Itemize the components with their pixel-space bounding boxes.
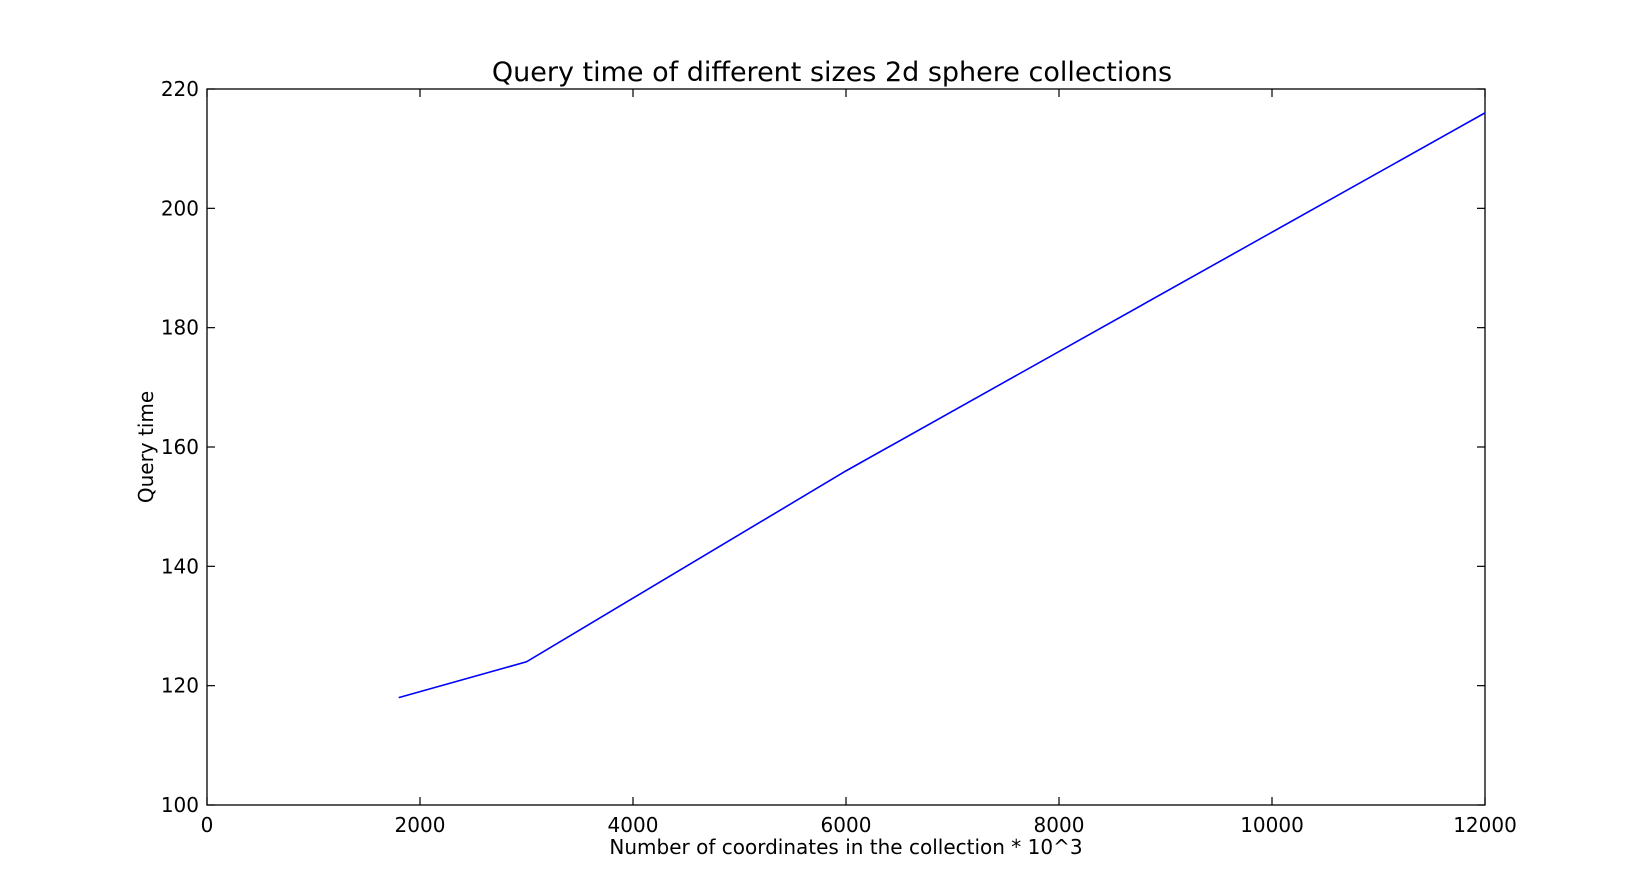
x-tick-label: 4000 (608, 813, 659, 837)
x-tick-label: 6000 (821, 813, 872, 837)
x-tick-labels: 0 2000 4000 6000 8000 10000 12000 (201, 813, 1517, 837)
chart-title: Query time of different sizes 2d sphere … (492, 57, 1172, 88)
x-axis-label: Number of coordinates in the collection … (609, 835, 1082, 859)
series-layer (398, 112, 1486, 699)
y-tick-label: 120 (161, 674, 199, 698)
y-tick-label: 100 (161, 793, 199, 817)
series-line (398, 112, 1486, 699)
axis-ticks (206, 88, 1486, 806)
y-tick-labels: 100 120 140 160 180 200 220 (161, 77, 199, 817)
y-tick-label: 180 (161, 316, 199, 340)
y-axis-label: Query time (134, 391, 158, 503)
x-tick-label: 2000 (395, 813, 446, 837)
y-tick-label: 160 (161, 435, 199, 459)
y-tick-label: 220 (161, 77, 199, 101)
x-tick-label: 10000 (1240, 813, 1304, 837)
x-tick-label: 8000 (1034, 813, 1085, 837)
x-tick-label: 0 (201, 813, 214, 837)
y-tick-label: 200 (161, 196, 199, 220)
x-tick-label: 12000 (1453, 813, 1517, 837)
y-tick-label: 140 (161, 554, 199, 578)
plot-area (206, 88, 1486, 806)
